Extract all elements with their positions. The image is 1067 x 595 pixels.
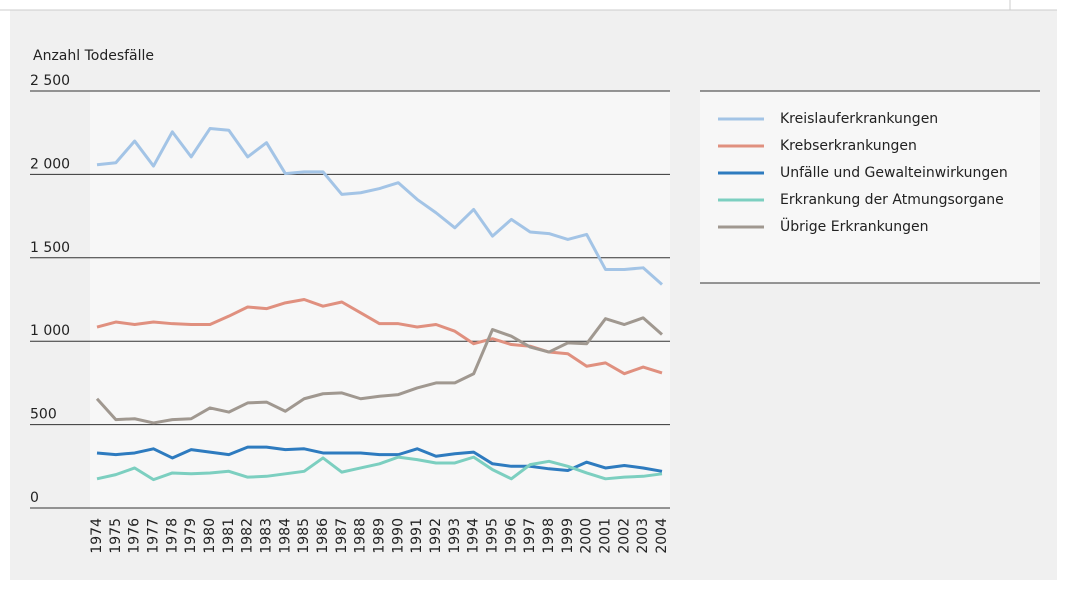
x-tick-label: 1981 xyxy=(221,518,237,554)
x-tick-label: 1974 xyxy=(89,518,105,554)
series-line xyxy=(96,298,663,376)
legend-label: Krebserkrankungen xyxy=(780,138,917,154)
legend-box xyxy=(700,91,1040,283)
x-tick-label: 1997 xyxy=(522,518,538,554)
x-tick-label: 1980 xyxy=(202,518,218,554)
x-tick-label: 2004 xyxy=(654,518,670,554)
x-tick-label: 1990 xyxy=(390,518,406,554)
x-tick-label: 2000 xyxy=(579,518,595,554)
series-line xyxy=(96,445,663,473)
x-tick-label: 1985 xyxy=(296,518,312,554)
legend-label: Erkrankung der Atmungsorgane xyxy=(780,192,1004,208)
y-tick-label: 500 xyxy=(30,407,57,423)
x-tick-label: 1986 xyxy=(315,518,331,554)
plot-area xyxy=(90,91,670,508)
series-line xyxy=(95,316,663,425)
legend-label: Unfälle und Gewalteinwirkungen xyxy=(780,165,1008,181)
y-tick-label: 1 000 xyxy=(30,323,70,339)
x-tick-label: 1994 xyxy=(466,518,482,554)
y-tick-label: 2 500 xyxy=(30,73,70,89)
y-tick-label: 2 000 xyxy=(30,156,70,172)
x-tick-label: 2002 xyxy=(616,518,632,554)
x-tick-label: 1989 xyxy=(372,518,388,554)
y-axis-label: Anzahl Todesfälle xyxy=(33,48,154,64)
x-tick-label: 1979 xyxy=(183,518,199,554)
x-tick-label: 1995 xyxy=(485,518,501,554)
legend-label: Übrige Erkrankungen xyxy=(780,217,928,235)
x-tick-label: 1991 xyxy=(409,518,425,554)
x-tick-label: 1984 xyxy=(277,518,293,554)
x-tick-label: 1998 xyxy=(541,518,557,554)
series-line xyxy=(96,455,663,482)
series-line xyxy=(96,127,663,286)
x-tick-label: 1996 xyxy=(503,518,519,554)
x-tick-label: 2001 xyxy=(598,518,614,554)
y-tick-label: 1 500 xyxy=(30,240,70,256)
x-tick-label: 1992 xyxy=(428,518,444,554)
y-tick-label: 0 xyxy=(30,490,39,506)
x-tick-label: 1999 xyxy=(560,518,576,554)
x-tick-label: 1982 xyxy=(240,518,256,554)
x-tick-label: 1977 xyxy=(146,518,162,554)
x-tick-label: 2003 xyxy=(635,518,651,554)
x-tick-label: 1976 xyxy=(127,518,143,554)
x-tick-label: 1987 xyxy=(334,518,350,554)
x-tick-label: 1983 xyxy=(259,518,275,554)
x-tick-label: 1978 xyxy=(164,518,180,554)
x-tick-label: 1988 xyxy=(353,518,369,554)
legend-label: Kreislauferkrankungen xyxy=(780,111,938,127)
x-tick-label: 1975 xyxy=(108,518,124,554)
x-tick-label: 1993 xyxy=(447,518,463,554)
